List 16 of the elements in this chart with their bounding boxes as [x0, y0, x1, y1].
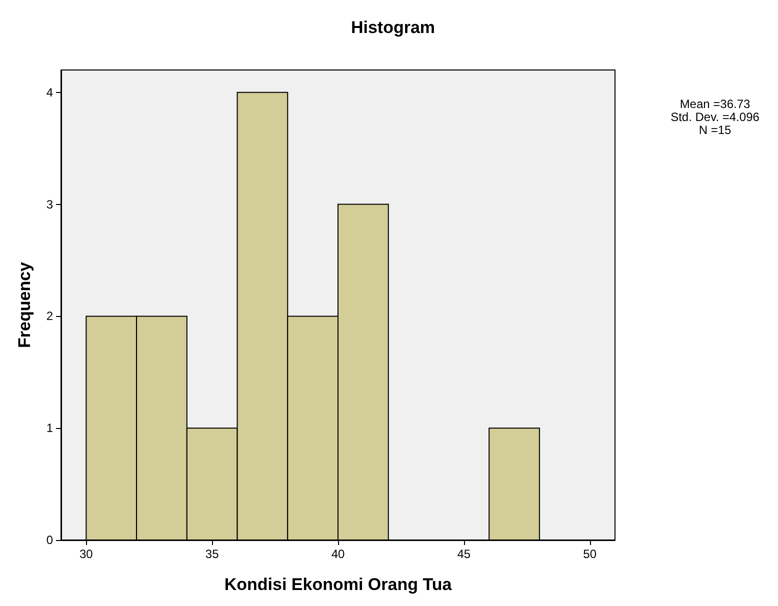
y-tick-label: 3	[46, 197, 54, 212]
y-tick-label: 2	[46, 309, 54, 324]
x-axis-title: Kondisi Ekonomi Orang Tua	[224, 575, 452, 594]
text: Std. Dev. =4.096	[670, 110, 760, 124]
x-tick-label: 45	[457, 547, 471, 561]
y-tick-label: 0	[46, 533, 54, 547]
text: N =15	[698, 123, 732, 137]
y-tick-label: 4	[46, 85, 54, 100]
chart-title: Histogram	[350, 18, 436, 37]
y-axis-title: Frequency	[15, 261, 34, 348]
x-tick-label: 50	[583, 547, 597, 561]
text: Mean =36.73	[680, 97, 751, 111]
x-tick-label: 35	[205, 547, 220, 561]
x-tick-label: 30	[80, 547, 94, 561]
x-tick-label: 40	[331, 547, 345, 561]
y-tick-label: 1	[46, 421, 54, 436]
